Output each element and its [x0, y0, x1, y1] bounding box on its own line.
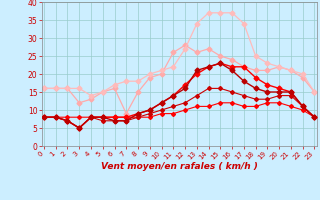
X-axis label: Vent moyen/en rafales ( km/h ): Vent moyen/en rafales ( km/h ): [101, 162, 258, 171]
